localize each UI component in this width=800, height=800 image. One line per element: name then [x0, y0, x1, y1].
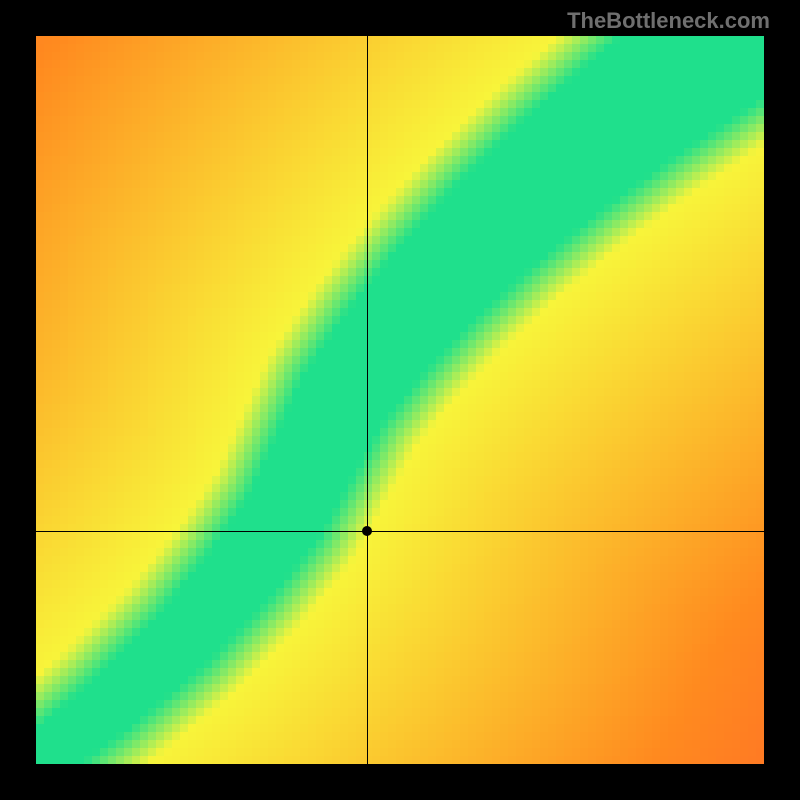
watermark-text: TheBottleneck.com [567, 8, 770, 34]
chart-container: TheBottleneck.com [0, 0, 800, 800]
crosshair-marker [362, 526, 372, 536]
bottleneck-heatmap [36, 36, 764, 764]
crosshair-vertical [367, 36, 368, 764]
plot-area [36, 36, 764, 764]
crosshair-horizontal [36, 531, 764, 532]
